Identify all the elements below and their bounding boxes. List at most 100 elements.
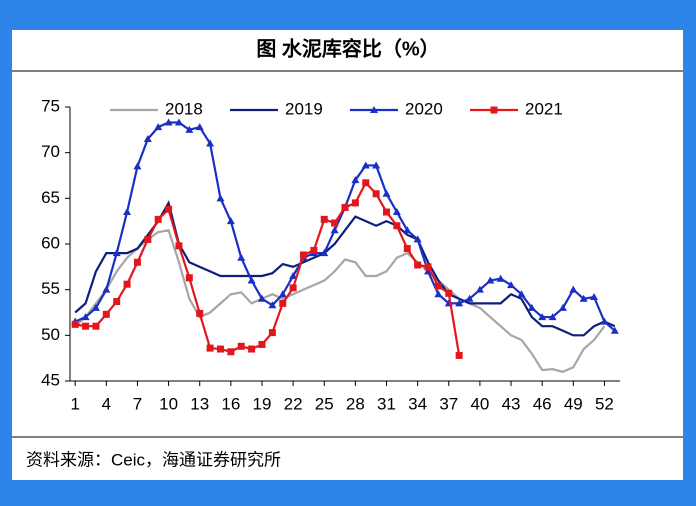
point xyxy=(527,303,536,311)
point xyxy=(361,161,370,169)
point xyxy=(258,340,266,348)
legend-label: 2018 xyxy=(165,99,203,118)
point xyxy=(133,258,141,266)
point xyxy=(206,344,214,352)
point xyxy=(206,139,215,147)
point xyxy=(278,290,287,298)
point xyxy=(455,351,463,359)
point xyxy=(414,261,422,269)
x-tick-label: 10 xyxy=(159,394,178,413)
x-tick-label: 49 xyxy=(564,394,583,413)
point xyxy=(475,285,484,293)
point xyxy=(351,199,359,207)
point xyxy=(216,194,225,202)
point xyxy=(268,301,277,309)
y-tick-label: 65 xyxy=(41,188,60,207)
point xyxy=(299,251,307,259)
point xyxy=(164,118,173,126)
point xyxy=(185,274,193,282)
point xyxy=(330,226,339,234)
point xyxy=(403,245,411,253)
point xyxy=(370,106,378,113)
point xyxy=(372,161,381,169)
point xyxy=(227,348,235,356)
x-tick-label: 28 xyxy=(346,394,365,413)
point xyxy=(237,342,245,350)
x-tick-label: 40 xyxy=(470,394,489,413)
point xyxy=(600,317,609,325)
point xyxy=(268,329,276,337)
x-tick-label: 7 xyxy=(133,394,142,413)
point xyxy=(382,189,391,197)
point xyxy=(558,303,567,311)
point xyxy=(372,190,380,198)
point xyxy=(123,208,132,216)
panel xyxy=(12,30,683,480)
point xyxy=(257,294,266,302)
point xyxy=(362,179,370,187)
y-tick-label: 75 xyxy=(41,96,60,115)
x-tick-label: 34 xyxy=(408,394,427,413)
x-tick-label: 37 xyxy=(439,394,458,413)
point xyxy=(424,263,432,271)
y-tick-label: 45 xyxy=(41,370,60,389)
x-tick-label: 43 xyxy=(502,394,521,413)
x-tick-label: 1 xyxy=(70,394,79,413)
point xyxy=(455,299,464,307)
point xyxy=(165,205,173,213)
x-tick-label: 4 xyxy=(102,394,111,413)
point xyxy=(320,215,328,223)
point xyxy=(195,123,204,131)
point xyxy=(154,123,163,131)
point xyxy=(216,345,224,353)
legend-label: 2020 xyxy=(405,99,443,118)
chart-title: 图 水泥库容比（%） xyxy=(256,36,439,60)
point xyxy=(341,203,349,211)
x-tick-label: 52 xyxy=(595,394,614,413)
point xyxy=(143,134,152,142)
point xyxy=(434,290,443,298)
point xyxy=(351,176,360,184)
point xyxy=(434,282,442,290)
point xyxy=(175,242,183,250)
point xyxy=(92,322,100,330)
point xyxy=(196,309,204,317)
y-tick-label: 55 xyxy=(41,279,60,298)
x-tick-label: 46 xyxy=(533,394,552,413)
point xyxy=(548,313,557,321)
point xyxy=(496,274,505,282)
point xyxy=(490,106,498,114)
point xyxy=(392,208,401,216)
y-tick-label: 70 xyxy=(41,142,60,161)
point xyxy=(226,217,235,225)
point xyxy=(569,285,578,293)
point xyxy=(465,294,474,302)
point xyxy=(247,276,256,284)
point xyxy=(71,320,79,328)
point xyxy=(123,280,131,288)
point xyxy=(486,276,495,284)
point xyxy=(102,310,110,318)
y-tick-label: 60 xyxy=(41,233,60,252)
point xyxy=(237,253,246,261)
point xyxy=(320,249,329,257)
point xyxy=(91,303,100,311)
point xyxy=(579,294,588,302)
point xyxy=(144,235,152,243)
point xyxy=(81,313,90,321)
point xyxy=(507,281,516,289)
y-tick-label: 50 xyxy=(41,325,60,344)
point xyxy=(289,271,298,279)
legend-label: 2021 xyxy=(525,99,563,118)
point xyxy=(393,222,401,230)
point xyxy=(185,125,194,133)
point xyxy=(383,208,391,216)
point xyxy=(279,299,287,307)
point xyxy=(102,285,111,293)
series-line xyxy=(74,229,606,374)
point xyxy=(413,235,422,243)
point xyxy=(174,118,183,126)
legend-label: 2019 xyxy=(285,99,323,118)
point xyxy=(133,162,142,170)
